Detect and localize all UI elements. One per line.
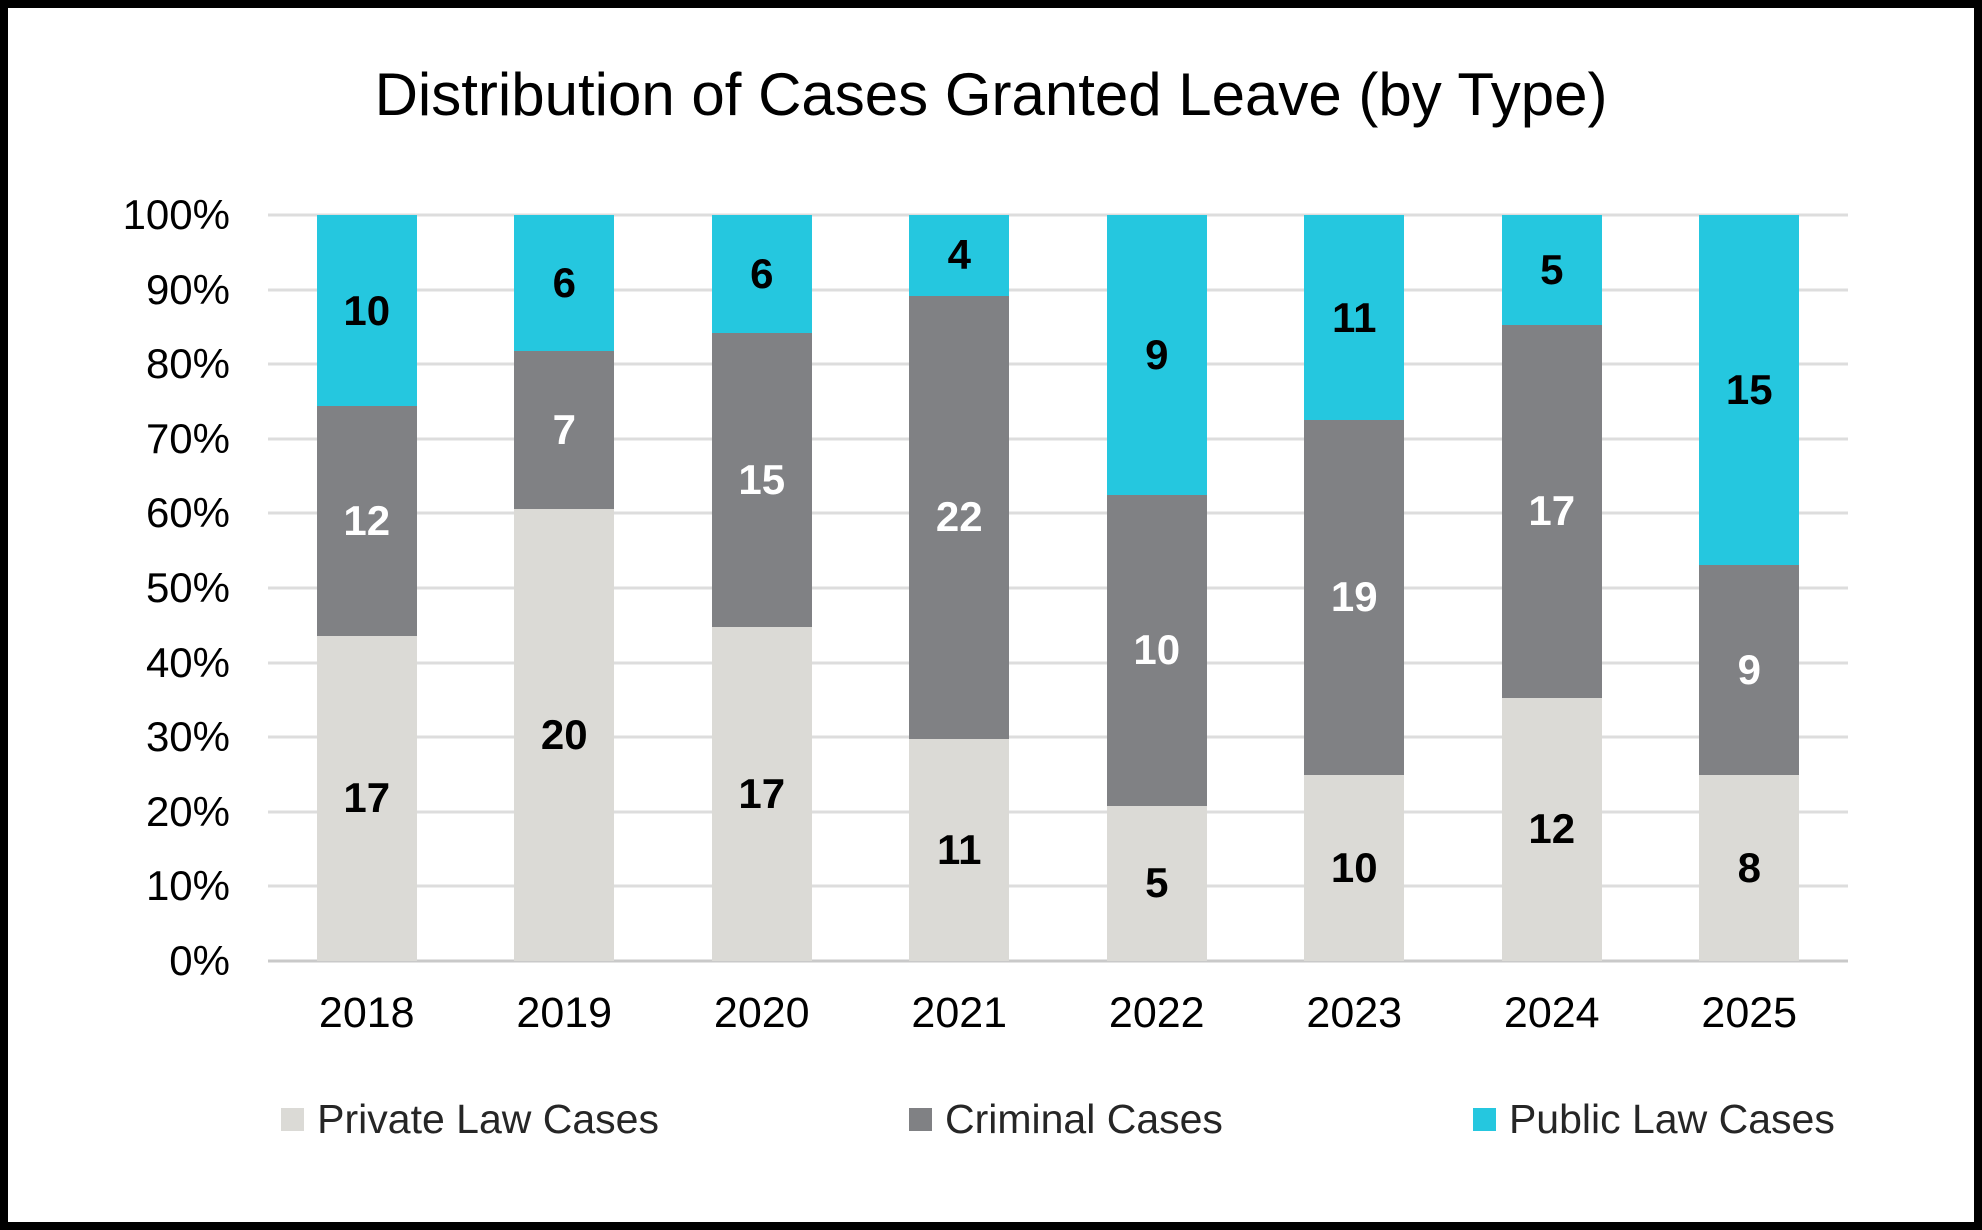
data-label: 11 [1332,293,1377,341]
bar-segment: 11 [909,739,1010,961]
legend-swatch-icon [1472,1108,1496,1131]
data-label: 17 [738,770,786,818]
chart-title: Distribution of Cases Granted Leave (by … [374,61,1608,128]
data-label: 9 [1737,645,1761,693]
x-axis-tick-label: 2024 [1503,989,1600,1037]
bar-segment: 4 [909,215,1010,296]
bar-segment: 20 [514,508,615,961]
stacked-bar-2021: 4 22 11 [909,215,1010,961]
y-axis-tick-label: 90% [145,265,230,313]
bar-segment: 17 [316,635,417,961]
data-label: 7 [552,405,576,453]
data-label: 8 [1737,843,1761,891]
bar-segment: 17 [1501,324,1602,698]
data-label: 15 [1725,365,1773,413]
legend-item: Public Law Cases [1472,1096,1835,1143]
bar-segment: 12 [316,406,417,636]
bar-segment: 5 [1501,215,1602,325]
y-axis-tick-label: 80% [145,340,230,388]
legend-swatch-icon [908,1108,932,1131]
legend-item: Criminal Cases [908,1096,1223,1143]
y-axis-tick-label: 50% [145,564,230,611]
data-label: 17 [343,774,391,822]
plot-area: 0% 10% 20% 30% 40% 50% 60% 70% 80% 90% 100% 10 12 17 2… [123,191,1848,1037]
data-label: 6 [552,258,576,306]
bar-segment: 10 [1106,494,1207,806]
stacked-bar-2020: 6 15 17 [711,215,812,961]
legend-label: Private Law Cases [317,1096,659,1142]
bar-segment: 8 [1699,774,1800,961]
data-label: 12 [343,497,391,545]
data-label: 10 [343,286,391,334]
stacked-bar-2019: 6 7 20 [514,215,615,961]
bar-segment: 10 [316,215,417,407]
bar-segment: 7 [514,350,615,509]
y-axis-tick-label: 60% [145,489,230,537]
data-label: 17 [1528,487,1576,535]
bar-segment: 9 [1699,564,1800,775]
data-label: 22 [935,493,983,541]
bar-segment: 22 [909,295,1010,740]
y-axis-tick-label: 30% [145,713,230,761]
bar-segment: 19 [1304,420,1405,775]
bar-segment: 15 [711,332,812,628]
stacked-bar-2023: 11 19 10 [1304,215,1405,961]
gridline [268,586,1848,590]
x-axis-tick-label: 2018 [318,989,415,1037]
x-axis-tick-label: 2020 [713,989,810,1037]
gridline [268,735,1848,739]
gridline [268,362,1848,366]
data-label: 6 [750,249,774,297]
y-axis-tick-label: 0% [169,937,230,984]
y-axis-tick-label: 20% [145,787,230,835]
x-axis-tick-label: 2023 [1306,989,1403,1037]
x-axis-line [268,959,1848,963]
stacked-bar-2022: 9 10 5 [1106,215,1207,961]
data-label: 4 [947,231,971,279]
bar-segment: 17 [711,627,812,961]
data-label: 10 [1330,843,1378,891]
gridline [268,288,1848,292]
data-label: 19 [1330,573,1378,621]
legend-label: Criminal Cases [944,1096,1223,1142]
gridline [268,511,1848,515]
data-label: 15 [738,456,786,504]
legend-swatch-icon [281,1108,305,1131]
bar-segment: 11 [1304,215,1405,421]
gridline [268,661,1848,665]
legend: Private Law Cases Criminal Cases Public La… [268,1096,1848,1143]
data-label: 5 [1540,245,1564,293]
data-label: 5 [1145,859,1169,907]
data-label: 9 [1145,330,1169,378]
y-axis-tick-label: 40% [145,638,230,686]
bar-segment: 15 [1699,215,1800,565]
gridline [268,810,1848,814]
y-axis-tick-label: 100% [122,191,230,238]
legend-item: Private Law Cases [281,1096,659,1143]
x-axis-tick-label: 2021 [911,989,1008,1037]
stacked-bar-2025: 15 9 8 [1699,215,1800,961]
x-axis-tick-label: 2025 [1701,989,1798,1037]
x-axis-tick-label: 2019 [516,989,613,1037]
bar-segment: 5 [1106,805,1207,961]
data-label: 11 [937,826,982,874]
gridline [268,884,1848,888]
data-label: 10 [1133,626,1181,674]
gridline [268,213,1848,217]
x-axis-tick-label: 2022 [1108,989,1205,1037]
bar-segment: 9 [1106,215,1207,495]
data-label: 12 [1528,805,1576,853]
bar-segment: 12 [1501,697,1602,961]
y-axis-tick-label: 10% [145,862,230,910]
y-axis-tick-label: 70% [145,414,230,462]
bar-segment: 6 [514,215,615,351]
legend-label: Public Law Cases [1508,1096,1835,1142]
stacked-bar-2018: 10 12 17 [316,215,417,961]
data-label: 20 [540,710,588,758]
gridline [268,437,1848,441]
bar-segment: 6 [711,215,812,333]
stacked-bar-2024: 5 17 12 [1501,215,1602,961]
bar-segment: 10 [1304,774,1405,961]
